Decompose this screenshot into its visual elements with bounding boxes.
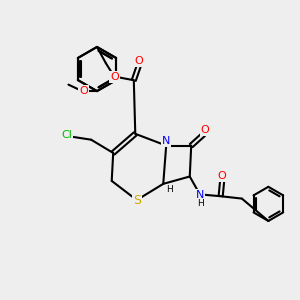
Text: H: H: [197, 199, 203, 208]
Text: O: O: [110, 72, 119, 82]
Text: N: N: [196, 190, 204, 200]
Text: O: O: [135, 56, 143, 66]
Text: N: N: [162, 136, 170, 146]
Text: H: H: [167, 185, 173, 194]
Text: O: O: [201, 125, 209, 135]
Text: Cl: Cl: [61, 130, 72, 140]
Text: O: O: [80, 86, 88, 96]
Text: O: O: [218, 171, 226, 181]
Text: S: S: [133, 194, 141, 207]
